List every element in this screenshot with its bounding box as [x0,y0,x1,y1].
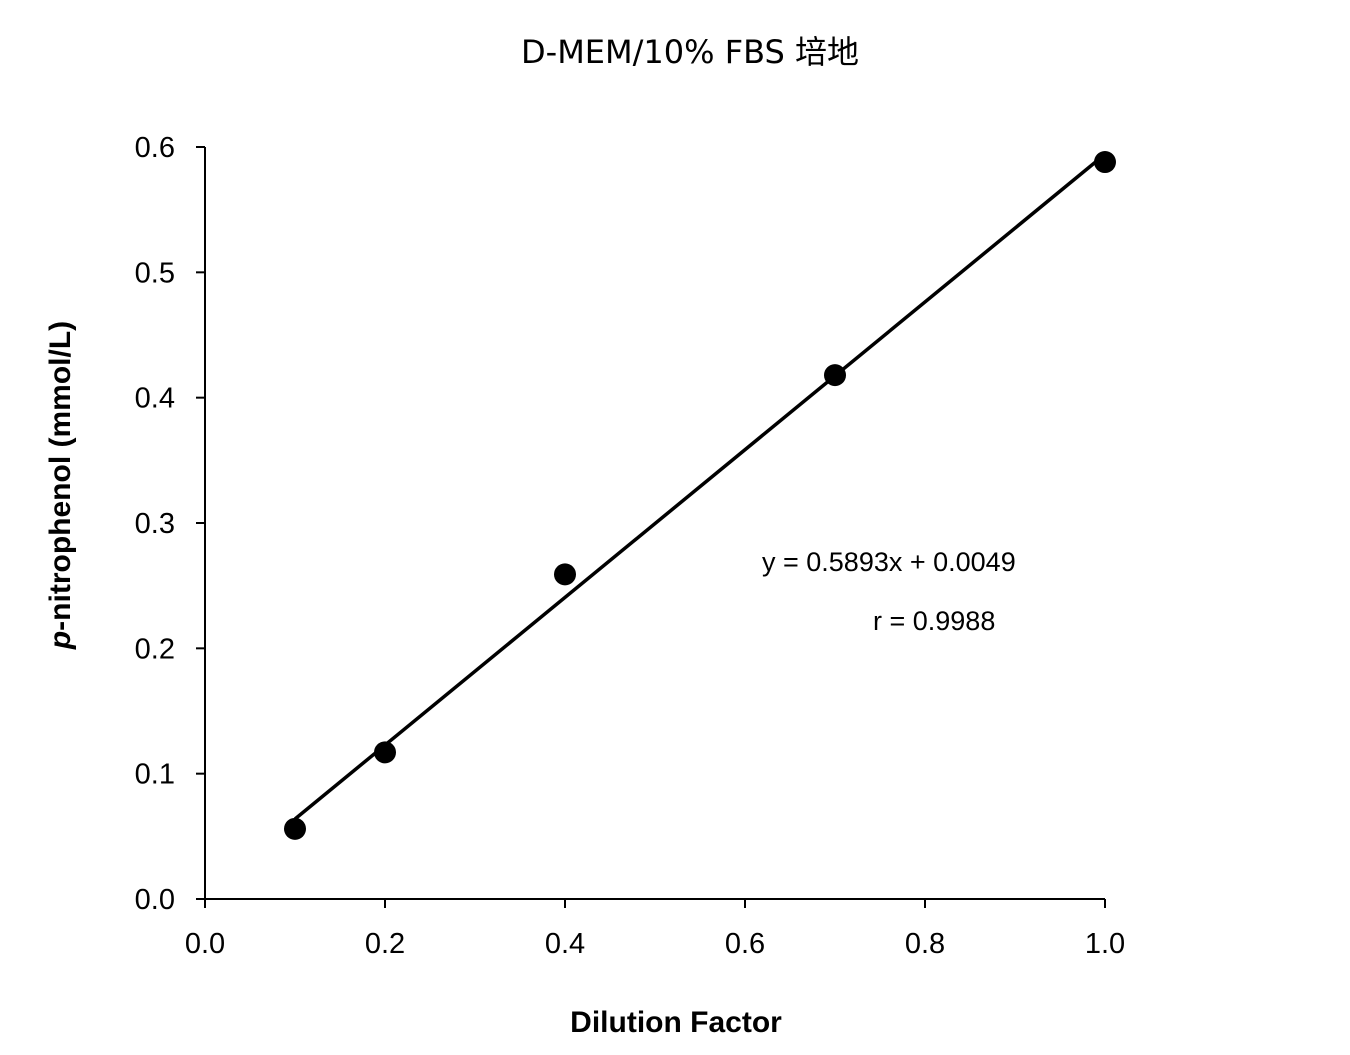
data-point [284,817,306,840]
x-tick-label: 1.0 [1085,928,1125,960]
data-point [554,563,576,586]
y-axis-label-italic: p [44,631,77,650]
y-tick-label: 0.3 [135,508,175,540]
data-marks [284,151,1116,840]
chart-title: D-MEM/10% FBS 培地 [521,33,859,71]
axes: 0.0 0.2 0.4 0.6 0.8 1.0 0.0 0.1 0.2 0.3 0.4 0.5 0.6 [135,132,1125,960]
x-axis-label: Dilution Factor [570,1006,782,1039]
y-axis-label: p-nitrophenol (mmol/L) [44,321,77,650]
data-point [824,364,846,387]
equation-annotation: y = 0.5893x + 0.0049 [762,547,1016,577]
y-tick-label: 0.2 [135,633,175,665]
y-tick-label: 0.5 [135,257,175,289]
y-tick-label: 0.6 [135,132,175,164]
x-tick-label: 0.6 [725,928,765,960]
r-annotation: r = 0.9988 [873,606,995,636]
trendline [293,152,1107,821]
y-tick-label: 0.1 [135,759,175,791]
y-tick-label: 0.0 [135,884,175,916]
y-axis-label-rest: -nitrophenol (mmol/L) [44,321,77,631]
x-tick-label: 0.2 [365,928,405,960]
x-tick-label: 0.8 [905,928,945,960]
data-point [374,741,396,764]
x-tick-label: 0.4 [545,928,585,960]
x-tick-label: 0.0 [185,928,225,960]
y-tick-label: 0.4 [135,383,175,415]
data-point [1094,151,1116,174]
